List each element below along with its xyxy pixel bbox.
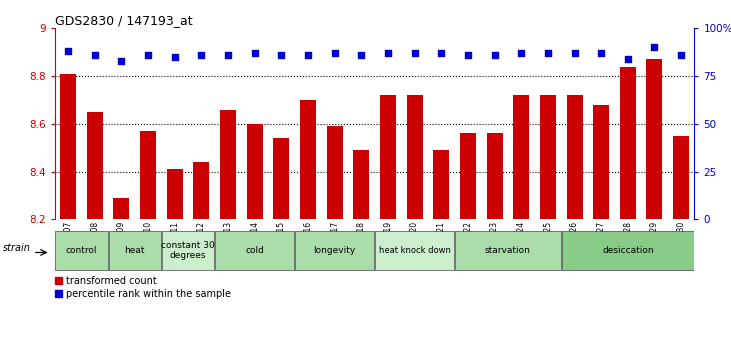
Point [515,50,527,56]
Bar [140,131,156,219]
Bar [353,150,369,219]
Point [569,50,580,56]
Point [276,52,287,58]
Point [62,48,74,54]
Bar [487,133,502,219]
Bar [220,109,236,219]
Bar [295,231,374,270]
Text: longevity: longevity [314,246,356,255]
Point [622,56,634,62]
Point [409,50,420,56]
Text: constant 30
degrees: constant 30 degrees [162,241,215,260]
Bar [327,126,343,219]
Point [115,58,127,64]
Bar [113,198,129,219]
Text: cold: cold [246,246,264,255]
Bar [593,105,609,219]
Point [675,52,687,58]
Point [143,52,154,58]
Bar [646,59,662,219]
Bar [567,95,583,219]
Bar [513,95,529,219]
Bar [673,136,689,219]
Bar [246,124,262,219]
Bar [60,74,76,219]
Point [169,54,181,60]
Bar [215,231,294,270]
Point [89,52,101,58]
Point [355,52,367,58]
Point [382,50,394,56]
Point [648,45,660,50]
Bar [406,95,423,219]
Text: GDS2830 / 147193_at: GDS2830 / 147193_at [55,14,192,27]
Bar [455,231,561,270]
Bar [561,231,694,270]
Bar [300,100,316,219]
Point [222,52,234,58]
Text: strain: strain [3,244,31,253]
Bar [194,162,209,219]
Bar [56,231,107,270]
Bar [162,231,214,270]
Text: heat knock down: heat knock down [379,246,450,255]
Legend: transformed count, percentile rank within the sample: transformed count, percentile rank withi… [55,276,232,299]
Point [436,50,447,56]
Bar [375,231,454,270]
Point [249,50,260,56]
Point [196,52,208,58]
Bar [87,112,103,219]
Bar [460,133,476,219]
Point [329,50,341,56]
Text: desiccation: desiccation [602,246,654,255]
Text: control: control [66,246,97,255]
Text: starvation: starvation [485,246,531,255]
Point [462,52,474,58]
Bar [620,67,636,219]
Bar [380,95,396,219]
Bar [540,95,556,219]
Bar [433,150,450,219]
Text: heat: heat [124,246,145,255]
Bar [273,138,289,219]
Point [302,52,314,58]
Bar [109,231,161,270]
Point [489,52,501,58]
Point [542,50,553,56]
Point [595,50,607,56]
Bar [167,169,183,219]
